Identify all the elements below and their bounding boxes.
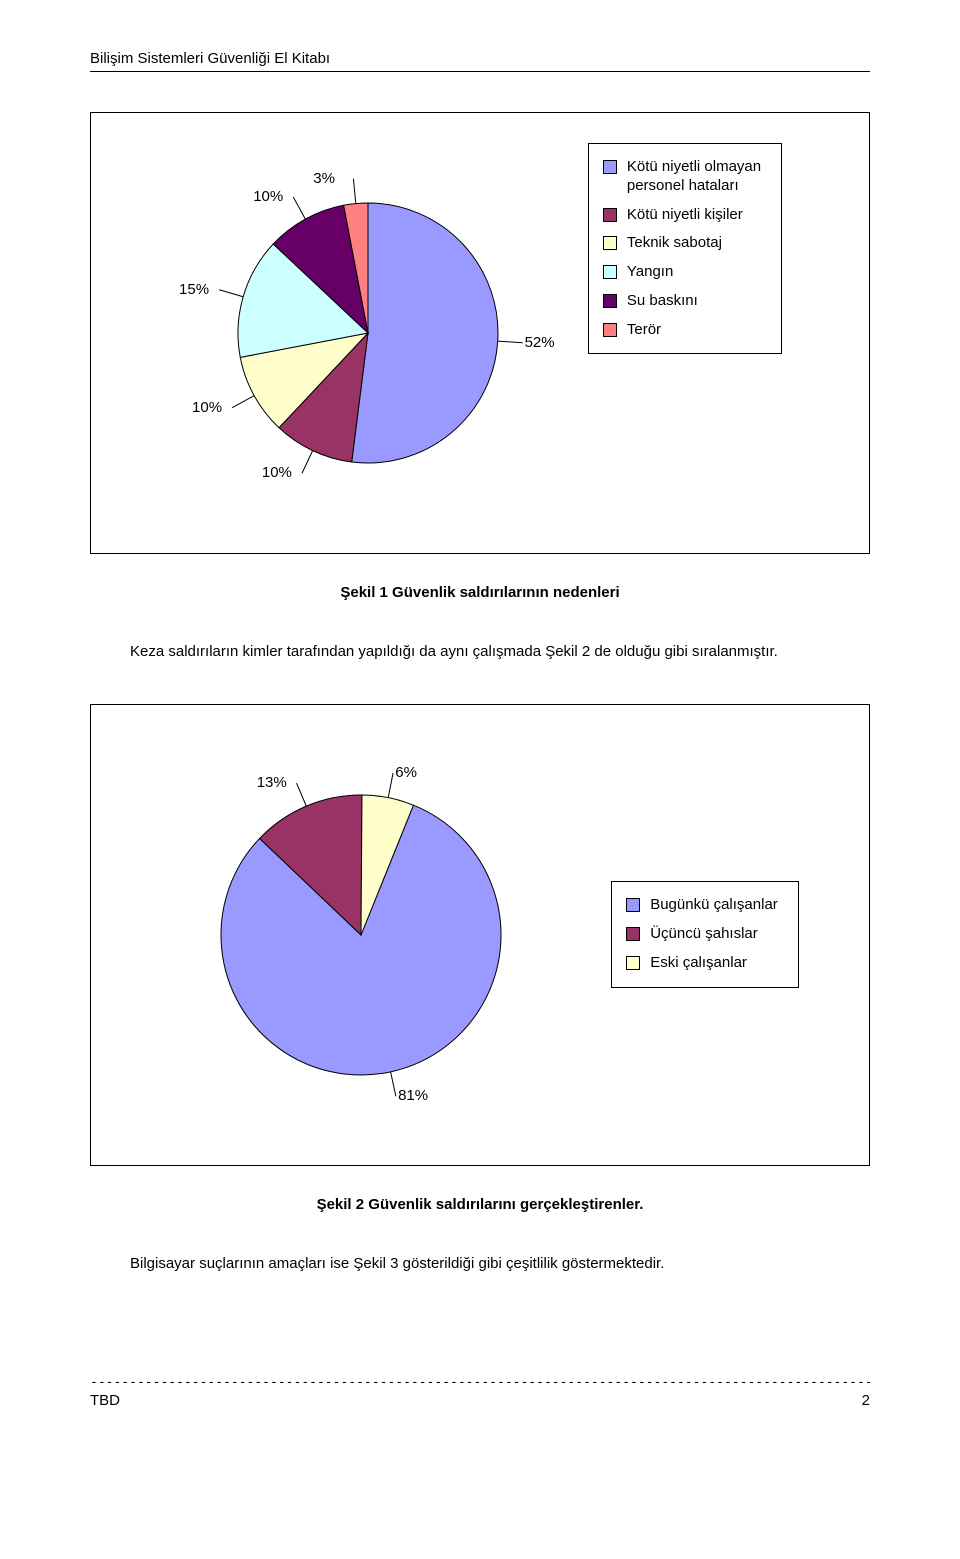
legend-swatch (603, 236, 617, 250)
chart2-container: 81% 13% 6% Bugünkü çalışanlar Üçüncü şahısl… (90, 704, 870, 1166)
legend-text: Terör (627, 321, 661, 340)
chart2-caption: Şekil 2 Güvenlik saldırılarını gerçekleş… (90, 1196, 870, 1213)
pie-slice (352, 203, 498, 463)
page-header-title: Bilişim Sistemleri Güvenliği El Kitabı (90, 50, 870, 67)
chart1-pie-area: 52% 10% 10% 15% 10% 3% (178, 143, 558, 523)
legend-swatch (626, 956, 640, 970)
pie-slice-label: 10% (253, 188, 283, 205)
legend-swatch (603, 323, 617, 337)
footer-left: TBD (90, 1392, 120, 1409)
pie-slice-label: 13% (257, 774, 287, 791)
legend-text: Eski çalışanlar (650, 954, 747, 973)
chart1-container: 52% 10% 10% 15% 10% 3% Kötü niyetli olmayanpe… (90, 112, 870, 554)
legend-item: Eski çalışanlar (626, 954, 778, 973)
pie-slice-label: 15% (179, 281, 209, 298)
legend-swatch (603, 208, 617, 222)
leader-line (219, 290, 243, 297)
header-rule (90, 71, 870, 72)
leader-line (498, 341, 523, 343)
pie-slice-label: 3% (313, 170, 335, 187)
chart1-caption: Şekil 1 Güvenlik saldırılarının nedenler… (90, 584, 870, 601)
leader-line (353, 179, 355, 204)
legend: Kötü niyetli olmayanpersonel hataları Köt… (588, 143, 782, 354)
pie-slice-label: 81% (398, 1087, 428, 1104)
legend-item: Terör (603, 321, 761, 340)
legend-swatch (626, 898, 640, 912)
legend-item: Kötü niyetli kişiler (603, 206, 761, 225)
footer-line: TBD 2 (90, 1392, 870, 1409)
pie-slice-label: 10% (192, 399, 222, 416)
chart1-legend-anchor: Kötü niyetli olmayanpersonel hataları Köt… (588, 143, 782, 354)
pie-slice-label: 10% (262, 464, 292, 481)
chart2-pie-area: 81% 13% 6% (161, 735, 561, 1135)
legend-text: Kötü niyetli kişiler (627, 206, 743, 225)
chart2-legend-anchor: Bugünkü çalışanlar Üçüncü şahıslar Eski ça… (611, 881, 799, 987)
legend-text: Bugünkü çalışanlar (650, 896, 778, 915)
legend-item: Su baskını (603, 292, 761, 311)
legend-swatch (603, 265, 617, 279)
legend: Bugünkü çalışanlar Üçüncü şahıslar Eski ça… (611, 881, 799, 987)
legend-text: Teknik sabotaj (627, 234, 722, 253)
footer-right: 2 (862, 1392, 870, 1409)
leader-line (388, 773, 393, 798)
pie-chart (161, 735, 561, 1135)
legend-swatch (626, 927, 640, 941)
pie-chart (178, 143, 558, 523)
legend-item: Üçüncü şahıslar (626, 925, 778, 944)
leader-line (297, 783, 307, 806)
leader-line (293, 197, 305, 219)
legend-text: Su baskını (627, 292, 698, 311)
legend-text: Kötü niyetli olmayanpersonel hataları (627, 158, 761, 196)
legend-item: Teknik sabotaj (603, 234, 761, 253)
legend-text: Yangın (627, 263, 673, 282)
legend-text: Üçüncü şahıslar (650, 925, 758, 944)
legend-item: Kötü niyetli olmayanpersonel hataları (603, 158, 761, 196)
footer-dash-line: ----------------------------------------… (90, 1375, 870, 1390)
leader-line (232, 396, 254, 408)
pie-slice-label: 6% (395, 764, 417, 781)
legend-swatch (603, 294, 617, 308)
leader-line (302, 451, 313, 474)
legend-item: Yangın (603, 263, 761, 282)
legend-swatch (603, 160, 617, 174)
paragraph-2: Bilgisayar suçlarının amaçları ise Şekil… (90, 1253, 870, 1276)
pie-slice-label: 52% (525, 334, 555, 351)
legend-item: Bugünkü çalışanlar (626, 896, 778, 915)
leader-line (391, 1071, 396, 1095)
paragraph-1: Keza saldırıların kimler tarafından yapı… (90, 641, 870, 664)
